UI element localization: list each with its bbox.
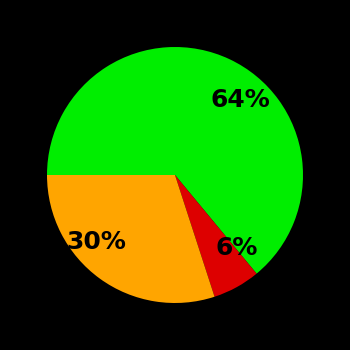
Text: 64%: 64% <box>210 88 270 112</box>
Wedge shape <box>47 47 303 274</box>
Text: 6%: 6% <box>215 236 258 260</box>
Wedge shape <box>47 175 215 303</box>
Text: 30%: 30% <box>66 230 126 254</box>
Wedge shape <box>175 175 257 297</box>
